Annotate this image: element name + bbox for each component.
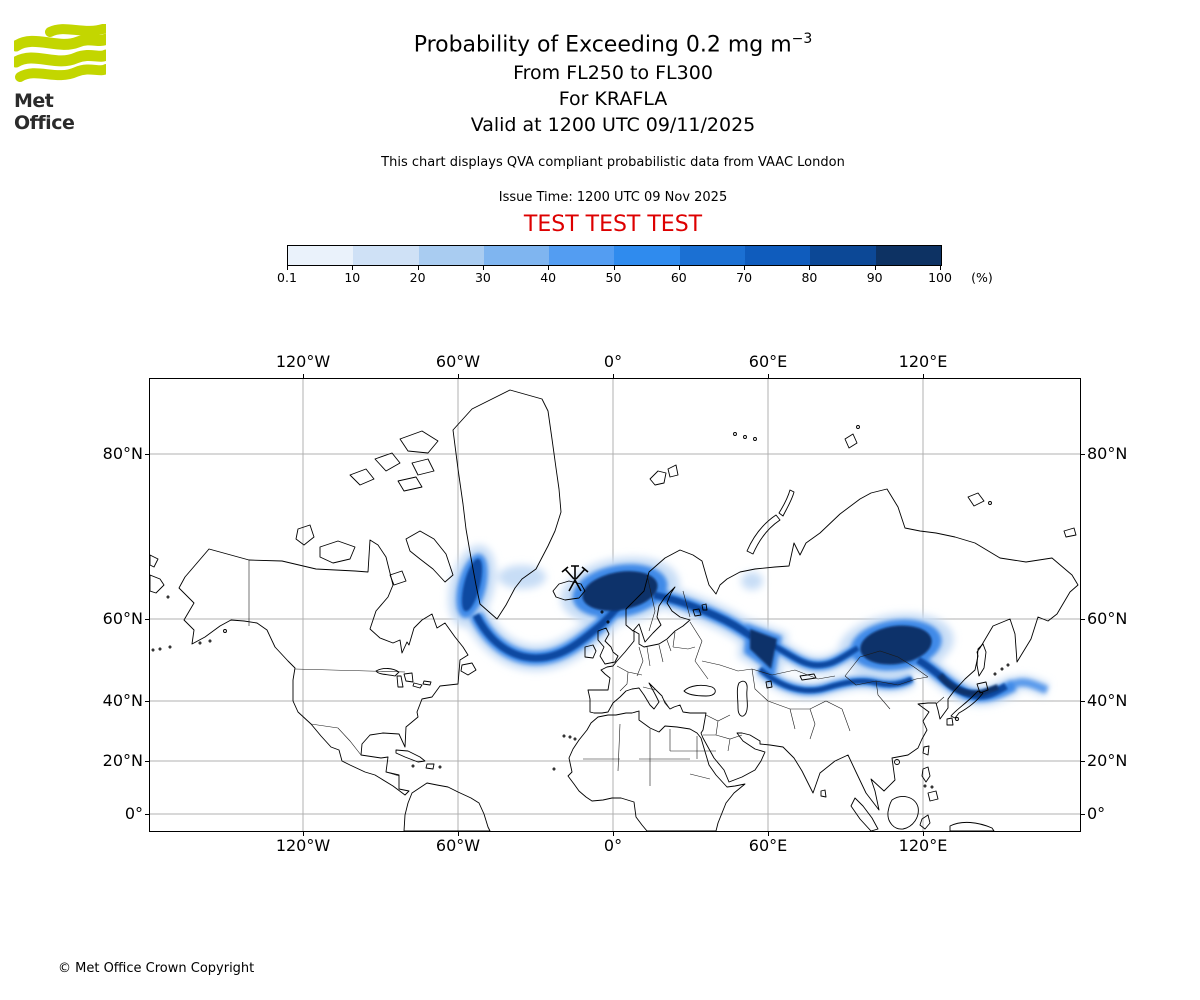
axis-tick <box>767 374 769 379</box>
chart-header: Probability of Exceeding 0.2 mg m−3 From… <box>26 24 1200 237</box>
colorbar-tick-label: 40 <box>540 270 557 285</box>
axis-tick <box>1080 700 1085 702</box>
axis-tick <box>145 618 150 620</box>
colorbar-segment-2 <box>353 246 419 265</box>
qva-note: This chart displays QVA compliant probab… <box>381 155 845 171</box>
world-map <box>149 379 1080 832</box>
lat-label-left: 80°N <box>102 444 143 463</box>
colorbar-tick-label: 20 <box>409 270 426 285</box>
colorbar-segment-9 <box>810 246 876 265</box>
met-office-wordmark: Met Office <box>14 90 75 134</box>
axis-tick <box>612 831 614 836</box>
colorbar-tick <box>352 265 354 270</box>
axis-tick <box>922 831 924 836</box>
lat-label-right: 0° <box>1087 804 1106 823</box>
ash-plume-probability-field <box>448 544 1050 706</box>
subtitle-valid-time: Valid at 1200 UTC 09/11/2025 <box>470 114 756 137</box>
colorbar-tick-label: 0.1 <box>277 270 297 285</box>
copyright-notice: © Met Office Crown Copyright <box>58 961 255 976</box>
axis-tick <box>612 374 614 379</box>
axis-tick <box>1080 813 1085 815</box>
probability-colorbar <box>287 245 942 266</box>
colorbar-tick-label: 80 <box>801 270 818 285</box>
colorbar-tick-label: 70 <box>736 270 753 285</box>
subtitle-volcano: For KRAFLA <box>558 88 668 111</box>
colorbar-tick <box>417 265 419 270</box>
colorbar-segment-5 <box>549 246 615 265</box>
colorbar-tick <box>940 265 941 270</box>
colorbar-tick <box>482 265 484 270</box>
test-banner: TEST TEST TEST <box>523 212 703 238</box>
colorbar-tick-label: 10 <box>344 270 361 285</box>
lat-label-right: 80°N <box>1087 444 1128 463</box>
axis-tick <box>1080 618 1085 620</box>
axis-tick <box>457 831 459 836</box>
axis-tick <box>767 831 769 836</box>
lat-label-right: 60°N <box>1087 609 1128 628</box>
colorbar-tick-label: 50 <box>605 270 622 285</box>
colorbar-tick-label: 60 <box>670 270 687 285</box>
colorbar-tick <box>744 265 746 270</box>
colorbar-tick <box>287 265 288 270</box>
axis-tick <box>1080 453 1085 455</box>
lon-label-bottom: 0° <box>603 836 623 855</box>
lat-label-left: 40°N <box>102 691 143 710</box>
colorbar-tick-label: 100 <box>928 270 952 285</box>
lon-label-top: 120°E <box>898 352 948 371</box>
lon-label-top: 0° <box>603 352 623 371</box>
axis-tick <box>922 374 924 379</box>
axis-tick <box>145 813 150 815</box>
lon-label-bottom: 60°E <box>748 836 788 855</box>
lat-label-left: 60°N <box>102 609 143 628</box>
colorbar-tick <box>548 265 550 270</box>
country-borders <box>248 560 945 786</box>
lon-label-top: 60°W <box>435 352 481 371</box>
axis-tick <box>302 831 304 836</box>
issue-time: Issue Time: 1200 UTC 09 Nov 2025 <box>498 190 728 206</box>
lat-label-left: 20°N <box>102 751 143 770</box>
lat-label-left: 0° <box>124 804 143 823</box>
colorbar-segment-8 <box>745 246 811 265</box>
colorbar-segment-7 <box>679 246 746 265</box>
lat-label-right: 20°N <box>1087 751 1128 770</box>
lat-label-right: 40°N <box>1087 691 1128 710</box>
subtitle-flight-levels: From FL250 to FL300 <box>513 62 713 85</box>
met-office-logo-waves-icon <box>10 23 112 82</box>
colorbar-tick <box>809 265 811 270</box>
lon-label-top: 60°E <box>748 352 788 371</box>
colorbar-tick-label: 90 <box>866 270 883 285</box>
lon-label-bottom: 120°E <box>898 836 948 855</box>
colorbar-unit: (%) <box>971 270 993 285</box>
colorbar-segment-1 <box>288 246 354 265</box>
colorbar-segment-3 <box>418 246 484 265</box>
axis-tick <box>145 453 150 455</box>
axis-tick <box>457 374 459 379</box>
colorbar-tick <box>874 265 876 270</box>
colorbar-tick <box>613 265 615 270</box>
axis-tick <box>1080 760 1085 762</box>
axis-tick <box>145 760 150 762</box>
colorbar-segment-4 <box>483 246 550 265</box>
lon-label-bottom: 120°W <box>275 836 331 855</box>
page-title: Probability of Exceeding 0.2 mg m−3 <box>413 31 813 58</box>
colorbar-tick-label: 30 <box>474 270 491 285</box>
met-office-logo: Met Office <box>10 23 114 134</box>
axis-tick <box>302 374 304 379</box>
axis-tick <box>145 700 150 702</box>
colorbar-tick <box>678 265 680 270</box>
lon-label-top: 120°W <box>275 352 331 371</box>
lon-label-bottom: 60°W <box>435 836 481 855</box>
graticule-gridlines <box>150 379 1080 831</box>
colorbar-segment-6 <box>614 246 680 265</box>
map-canvas <box>149 378 1081 832</box>
volcano-marker-icon <box>561 565 589 592</box>
colorbar-segment-10 <box>875 246 941 265</box>
